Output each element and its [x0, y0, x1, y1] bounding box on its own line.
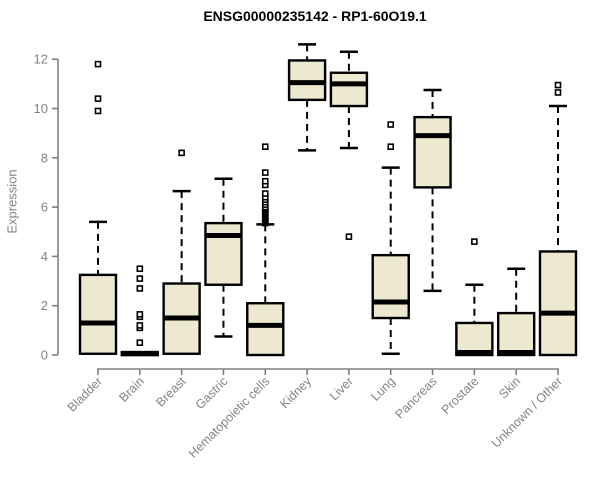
x-category-label: Skin — [496, 374, 523, 401]
y-tick-label: 10 — [34, 101, 48, 116]
outlier-point — [554, 81, 562, 89]
x-category-label: Hematopoietic cells — [186, 374, 273, 461]
outlier-point — [387, 143, 395, 151]
outlier-point — [261, 190, 269, 197]
box-hematopoietic-cells — [246, 302, 285, 357]
outlier-point — [94, 60, 102, 68]
x-category-label: Pancreas — [392, 374, 439, 421]
outlier-point — [136, 285, 144, 292]
y-tick-label: 12 — [34, 52, 48, 67]
box-lung — [371, 253, 410, 320]
x-category-label: Kidney — [277, 374, 314, 411]
outlier-point — [94, 95, 102, 102]
outlier-point — [94, 107, 102, 115]
outlier-point — [471, 238, 478, 245]
outlier-point — [136, 311, 144, 318]
outlier-point — [261, 177, 269, 185]
x-category-label: Bladder — [65, 374, 105, 414]
outlier-point — [554, 89, 562, 96]
outlier-point — [136, 265, 144, 273]
chart-title: ENSG00000235142 - RP1-60O19.1 — [203, 8, 427, 24]
x-category-label: Liver — [327, 374, 356, 403]
x-category-label: Gastric — [193, 374, 231, 412]
outlier-point — [387, 121, 395, 128]
box-skin — [496, 311, 536, 357]
box-bladder — [78, 273, 118, 355]
outlier-point — [136, 275, 144, 282]
outlier-point — [345, 233, 353, 240]
y-tick-label: 2 — [41, 298, 48, 313]
box-unknown-other — [538, 250, 578, 357]
outlier-point — [261, 143, 269, 151]
outlier-point — [136, 339, 144, 346]
x-category-label: Lung — [368, 374, 398, 404]
box-liver — [329, 71, 369, 108]
x-category-label: Breast — [153, 374, 189, 410]
outlier-point — [136, 322, 144, 329]
x-category-label: Brain — [116, 374, 147, 405]
x-category-label: Unknown / Other — [489, 374, 565, 450]
outlier-point — [178, 149, 185, 157]
y-tick-label: 8 — [41, 150, 48, 165]
y-tick-label: 0 — [41, 348, 48, 363]
y-tick-label: 6 — [41, 200, 48, 215]
y-tick-label: 4 — [41, 249, 48, 264]
x-category-label: Prostate — [439, 374, 482, 417]
box-pancreas — [413, 115, 452, 189]
box-gastric — [204, 221, 243, 286]
outlier-point — [261, 169, 269, 176]
box-prostate — [455, 321, 494, 357]
